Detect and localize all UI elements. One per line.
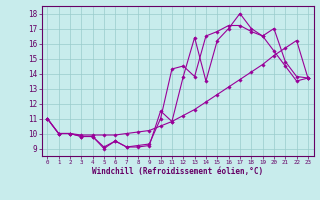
X-axis label: Windchill (Refroidissement éolien,°C): Windchill (Refroidissement éolien,°C): [92, 167, 263, 176]
